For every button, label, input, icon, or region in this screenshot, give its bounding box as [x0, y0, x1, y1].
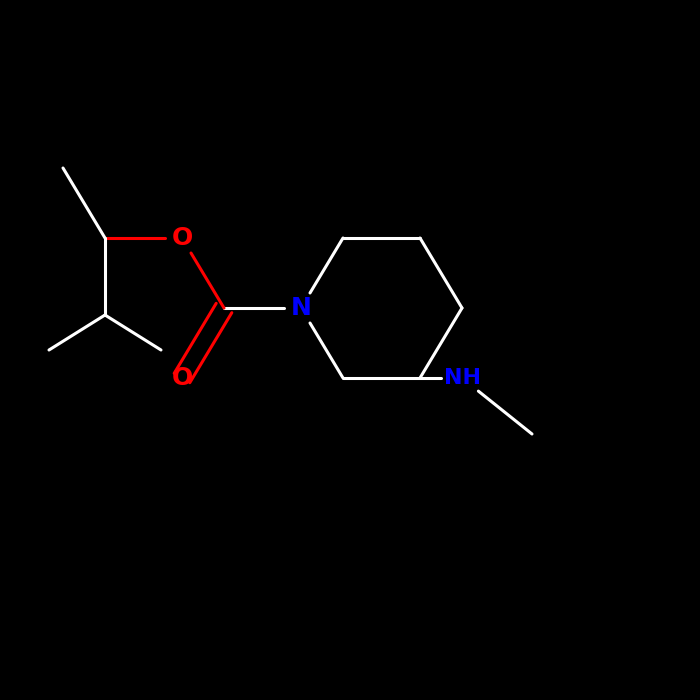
Text: O: O — [172, 366, 193, 390]
Text: N: N — [290, 296, 312, 320]
Text: O: O — [172, 226, 193, 250]
Text: NH: NH — [444, 368, 480, 388]
